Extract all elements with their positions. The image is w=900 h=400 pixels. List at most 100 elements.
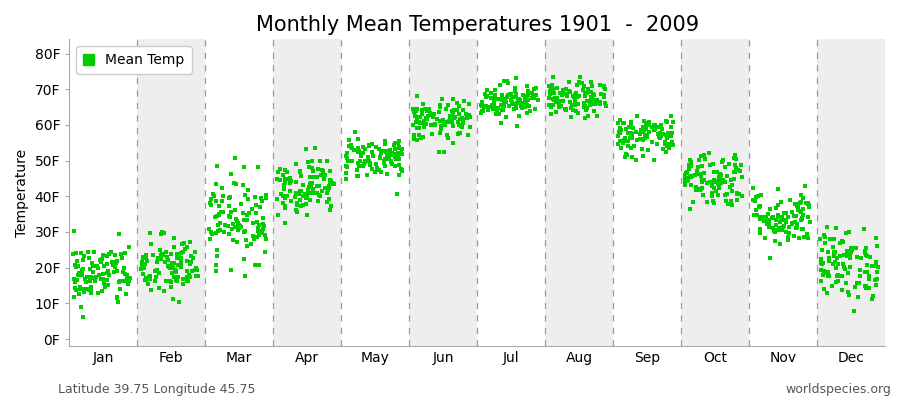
- Point: [655, 130, 670, 137]
- Point: [652, 134, 666, 141]
- Point: [801, 200, 815, 206]
- Point: [278, 176, 293, 182]
- Point: [817, 234, 832, 240]
- Point: [340, 155, 355, 162]
- Point: [106, 261, 121, 267]
- Point: [484, 102, 499, 108]
- Point: [68, 294, 82, 300]
- Point: [814, 247, 829, 253]
- Point: [791, 206, 806, 213]
- Point: [626, 143, 641, 149]
- Point: [628, 157, 643, 163]
- Point: [301, 159, 315, 165]
- Point: [487, 100, 501, 106]
- Point: [653, 122, 668, 128]
- Point: [789, 220, 804, 227]
- Point: [407, 136, 421, 142]
- Point: [697, 177, 711, 183]
- Point: [586, 92, 600, 98]
- Point: [455, 114, 470, 121]
- Point: [216, 209, 230, 215]
- Point: [560, 91, 574, 97]
- Point: [519, 110, 534, 116]
- Point: [662, 140, 676, 147]
- Point: [179, 258, 194, 264]
- Point: [167, 266, 182, 273]
- Point: [428, 121, 443, 127]
- Point: [97, 280, 112, 286]
- Point: [680, 175, 694, 182]
- Point: [552, 104, 566, 110]
- Point: [821, 272, 835, 279]
- Point: [584, 98, 598, 104]
- Point: [850, 245, 864, 252]
- Bar: [545, 39, 613, 346]
- Point: [840, 248, 854, 254]
- Legend: Mean Temp: Mean Temp: [76, 46, 192, 74]
- Point: [588, 99, 602, 105]
- Point: [829, 278, 843, 285]
- Point: [644, 138, 659, 145]
- Point: [387, 151, 401, 158]
- Point: [276, 186, 291, 192]
- Point: [474, 108, 489, 114]
- Point: [793, 200, 807, 206]
- Point: [136, 255, 150, 261]
- Point: [816, 259, 831, 266]
- Point: [868, 277, 882, 283]
- Point: [481, 87, 495, 93]
- Point: [487, 99, 501, 105]
- Point: [162, 262, 176, 269]
- Point: [447, 114, 462, 121]
- Point: [157, 288, 171, 294]
- Point: [827, 236, 842, 242]
- Point: [728, 152, 742, 159]
- Point: [325, 180, 339, 186]
- Point: [662, 130, 676, 136]
- Point: [169, 278, 184, 284]
- Point: [657, 140, 671, 147]
- Point: [706, 177, 721, 183]
- Point: [488, 86, 502, 93]
- Point: [411, 132, 426, 138]
- Point: [430, 115, 445, 122]
- Point: [857, 226, 871, 232]
- Point: [394, 167, 409, 174]
- Point: [625, 130, 639, 137]
- Point: [542, 95, 556, 102]
- Point: [143, 241, 157, 248]
- Point: [82, 274, 96, 281]
- Point: [425, 130, 439, 137]
- Point: [69, 258, 84, 264]
- Point: [752, 204, 766, 210]
- Point: [221, 212, 236, 219]
- Point: [158, 249, 173, 256]
- Point: [433, 104, 447, 110]
- Point: [836, 261, 850, 267]
- Point: [446, 123, 460, 130]
- Point: [301, 187, 315, 193]
- Point: [155, 229, 169, 236]
- Point: [751, 192, 765, 199]
- Point: [170, 275, 184, 282]
- Point: [502, 102, 517, 109]
- Point: [436, 96, 450, 102]
- Point: [344, 141, 358, 148]
- Point: [224, 208, 238, 215]
- Point: [548, 98, 562, 104]
- Point: [438, 119, 453, 125]
- Point: [236, 210, 250, 216]
- Point: [784, 220, 798, 226]
- Point: [190, 267, 204, 273]
- Point: [374, 169, 388, 176]
- Point: [366, 153, 381, 160]
- Point: [618, 126, 633, 132]
- Point: [508, 94, 522, 101]
- Point: [716, 157, 730, 164]
- Point: [428, 122, 443, 128]
- Point: [212, 221, 226, 228]
- Point: [768, 229, 782, 236]
- Point: [255, 198, 269, 204]
- Point: [845, 244, 859, 251]
- Point: [278, 202, 293, 209]
